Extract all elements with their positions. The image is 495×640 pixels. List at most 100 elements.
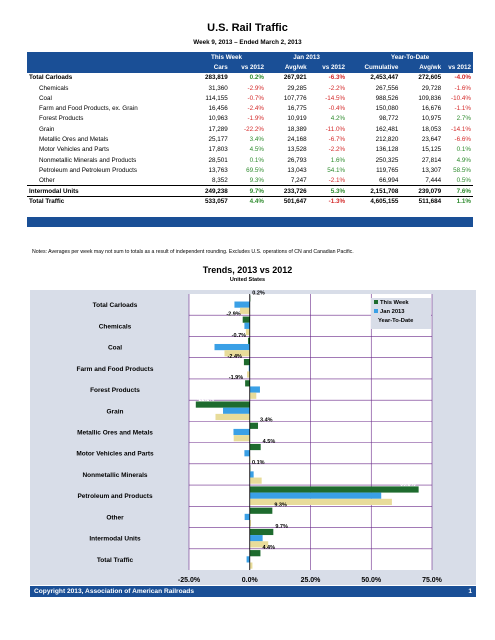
group-header: This Week [187, 52, 266, 63]
category-label: Nonmetallic Minerals [82, 472, 147, 479]
data-label: 0.2% [252, 290, 265, 296]
table-cell: 1.6% [330, 156, 346, 164]
table-cell: 7,444 [425, 176, 442, 184]
group-header: Year-To-Date [347, 52, 473, 63]
table-cell: 23,647 [421, 136, 442, 144]
table-cell: 13,528 [287, 146, 307, 154]
table-cell: 0.5% [456, 176, 471, 184]
table-cell: 267,921 [283, 74, 307, 82]
table-row: Intermodal Units 249,238 9.7% 233,726 5.3% 2,… [27, 185, 473, 197]
table-cell: -1.9% [247, 115, 264, 123]
table-cell: 107,776 [283, 94, 307, 102]
bar-this-week [248, 337, 250, 344]
bar-this-week [243, 359, 250, 366]
row-label: Farm and Food Products, ex. Grain [39, 105, 138, 113]
table-cell: 283,819 [204, 74, 228, 82]
table-row: Other 8,352 9.3% 7,247 -2.1% 66,994 7,444 0.5% [27, 176, 473, 186]
bar-this-week [249, 443, 261, 451]
category-label: Petroleum and Products [77, 493, 153, 500]
table-row: Motor Vehicles and Parts 17,803 4.5% 13,528… [27, 145, 473, 155]
table-cell: 136,128 [375, 146, 399, 154]
bar-jan-2013 [249, 535, 263, 542]
bar-year-to-date [224, 350, 250, 357]
bar-year-to-date [249, 498, 392, 505]
table-cell: -6.3% [328, 74, 346, 82]
row-label: Forest Products [39, 115, 84, 123]
table-cell: 109,836 [418, 94, 442, 102]
bar-this-week [249, 550, 261, 557]
legend-box [371, 298, 431, 329]
row-label: Chemicals [39, 84, 69, 92]
category-label: Farm and Food Products [77, 366, 154, 373]
table-cell: 15,125 [421, 146, 442, 154]
table-cell: 17,803 [208, 146, 228, 154]
table-cell: 27,814 [421, 156, 442, 164]
bar-year-to-date [249, 520, 251, 527]
table-cell: 988,526 [375, 94, 399, 102]
bar-jan-2013 [249, 492, 382, 499]
bar-jan-2013 [249, 386, 260, 393]
table-cell: 511,684 [400, 195, 444, 207]
table-cell: -0.7% [247, 94, 264, 102]
column-header: Avg/wk [265, 62, 309, 73]
table-cell: 58.5% [453, 166, 471, 174]
column-header: Cars [187, 62, 230, 73]
bar-jan-2013 [249, 471, 254, 478]
table-cell: 0.1% [249, 156, 264, 164]
x-tick-label: 25.0% [301, 577, 322, 584]
table-cell: -2.9% [247, 84, 264, 92]
report-title: U.S. Rail Traffic [207, 22, 288, 34]
table-row: Farm and Food Products, ex. Grain 16,456 -… [27, 103, 473, 113]
table-gap [27, 206, 473, 216]
table-cell: 2,453,447 [370, 74, 399, 82]
row-label: Motor Vehicles and Parts [39, 146, 110, 154]
table-cell: -6.6% [454, 136, 471, 144]
column-header: Avg/wk [400, 62, 444, 73]
table-cell: 7.6% [443, 185, 473, 197]
bar-year-to-date [245, 328, 250, 336]
bar-jan-2013 [246, 556, 250, 563]
table-cell: 29,728 [421, 84, 442, 92]
data-label: -1.9% [229, 375, 243, 381]
legend-label: Jan 2013 [380, 309, 405, 315]
table-cell: 212,820 [375, 136, 399, 144]
footer-bar-cell [27, 216, 473, 228]
table-cell: 150,080 [375, 105, 399, 113]
table-cell: 272,605 [418, 74, 442, 82]
bar-year-to-date [249, 541, 269, 548]
table-cell: 2,151,708 [347, 185, 401, 197]
bar-jan-2013 [244, 322, 250, 329]
table-cell: -2.4% [247, 105, 264, 113]
column-header: Cumulative [347, 62, 401, 73]
x-tick-label: 0.0% [242, 577, 259, 584]
row-label: Total Carloads [29, 74, 73, 82]
chart-subtitle: United States [229, 277, 266, 283]
trends-chart: -25.0% 0.0% 25.0% 50.0% 75.0% Total Carloads 0… [30, 290, 476, 585]
table-cell: 267,556 [375, 84, 399, 92]
table-row: Coal 114,155 -0.7% 107,776 -14.5% 988,526 109,… [27, 93, 473, 103]
table-cell: 533,057 [187, 195, 230, 207]
table-cell: 18,053 [421, 125, 442, 133]
data-label: 3.4% [260, 418, 273, 424]
table-cell: -1.3% [308, 195, 348, 207]
table-row: Forest Products 10,963 -1.9% 10,919 4.2% 98,7… [27, 114, 473, 124]
table-cell: 13,307 [421, 166, 442, 174]
table-cell: 98,772 [379, 115, 399, 123]
table-cell: 0.1% [456, 146, 471, 154]
table-cell: 16,775 [287, 105, 307, 113]
traffic-table: This Week Jan 2013 Year-To-Date Cars vs 2012… [27, 52, 473, 228]
category-label: Forest Products [90, 387, 140, 394]
table-cell: -2.2% [328, 146, 346, 154]
table-cell: 69.5% [246, 166, 264, 174]
table-cell: 25,177 [208, 136, 228, 144]
column-header: vs 2012 [229, 62, 266, 73]
legend-swatch [374, 309, 378, 313]
table-cell: 0.2% [249, 74, 264, 82]
data-label: 9.7% [275, 524, 288, 530]
table-cell: 239,079 [400, 185, 444, 197]
table-cell: 18,389 [287, 125, 307, 133]
row-label: Metallic Ores and Metals [39, 136, 109, 144]
table-cell: 13,043 [287, 166, 307, 174]
table-cell: 66,994 [379, 176, 399, 184]
data-label: 69.5% [400, 481, 416, 487]
